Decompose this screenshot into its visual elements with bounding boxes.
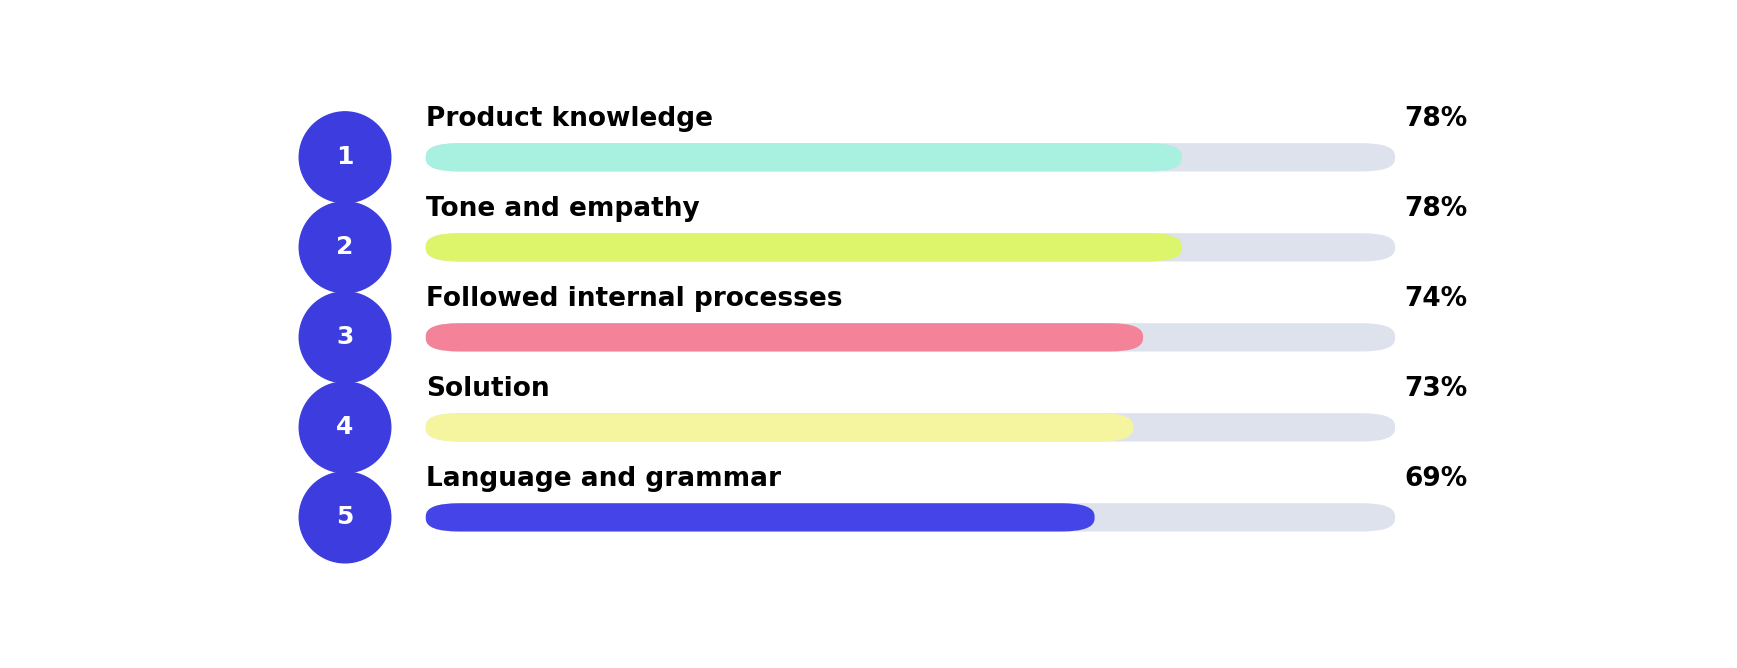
FancyBboxPatch shape <box>426 323 1143 351</box>
Ellipse shape <box>299 382 391 473</box>
Text: Language and grammar: Language and grammar <box>426 466 782 492</box>
FancyBboxPatch shape <box>426 413 1133 442</box>
Ellipse shape <box>299 112 391 203</box>
Text: 3: 3 <box>337 325 354 349</box>
Text: 78%: 78% <box>1405 196 1468 222</box>
FancyBboxPatch shape <box>426 143 1395 172</box>
Text: 2: 2 <box>337 235 354 259</box>
Text: Followed internal processes: Followed internal processes <box>426 286 842 312</box>
Text: 4: 4 <box>337 415 354 440</box>
Text: 1: 1 <box>337 146 354 169</box>
FancyBboxPatch shape <box>426 233 1181 261</box>
Ellipse shape <box>299 202 391 293</box>
Ellipse shape <box>299 472 391 563</box>
Text: 5: 5 <box>337 506 354 529</box>
FancyBboxPatch shape <box>426 413 1395 442</box>
Text: 69%: 69% <box>1405 466 1468 492</box>
Text: 73%: 73% <box>1405 376 1468 402</box>
FancyBboxPatch shape <box>426 503 1395 532</box>
FancyBboxPatch shape <box>426 143 1181 172</box>
FancyBboxPatch shape <box>426 503 1094 532</box>
FancyBboxPatch shape <box>426 233 1395 261</box>
Text: 78%: 78% <box>1405 106 1468 132</box>
Ellipse shape <box>299 292 391 383</box>
Text: Tone and empathy: Tone and empathy <box>426 196 700 222</box>
Text: Solution: Solution <box>426 376 549 402</box>
FancyBboxPatch shape <box>426 323 1395 351</box>
Text: 74%: 74% <box>1405 286 1468 312</box>
Text: Product knowledge: Product knowledge <box>426 106 712 132</box>
